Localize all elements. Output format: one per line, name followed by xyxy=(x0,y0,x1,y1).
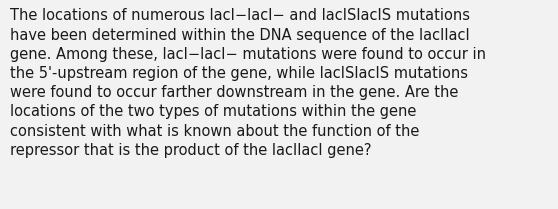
Text: The locations of numerous lacI−lacI− and lacISlacIS mutations
have been determin: The locations of numerous lacI−lacI− and… xyxy=(10,8,486,158)
